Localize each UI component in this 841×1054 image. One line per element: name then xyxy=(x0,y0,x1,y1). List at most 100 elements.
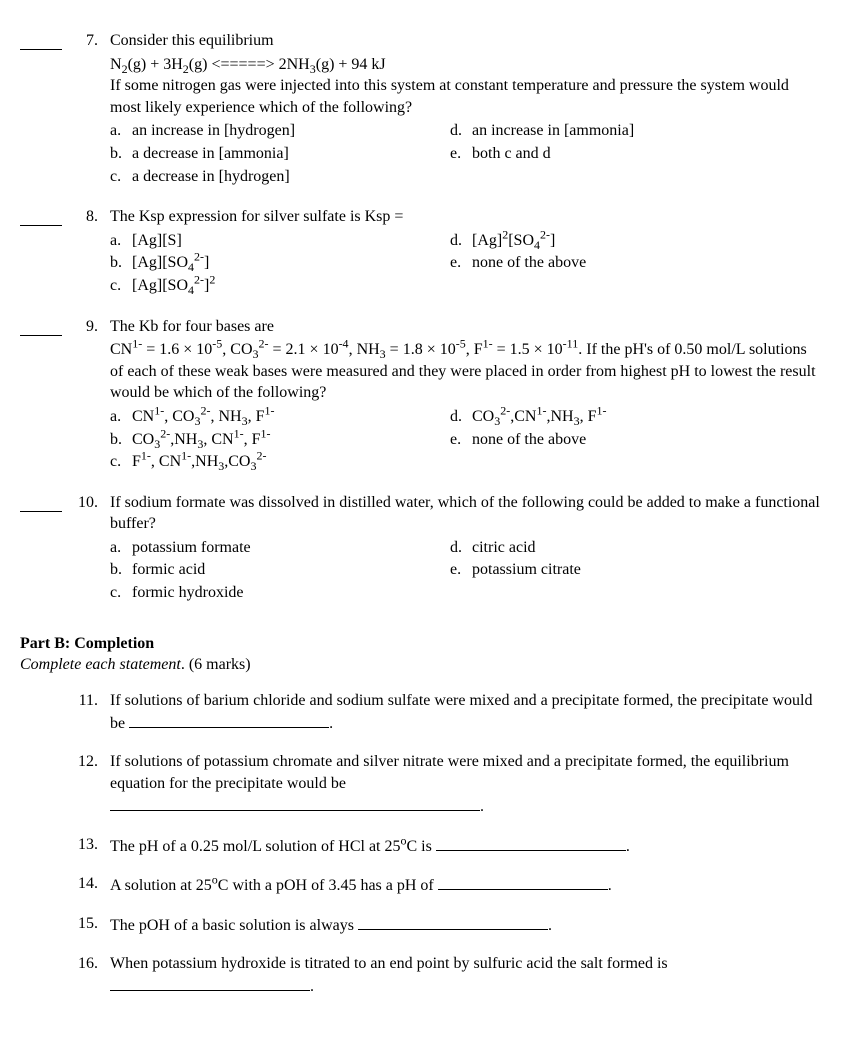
choice-text: [Ag][S] xyxy=(132,230,182,252)
choice[interactable]: e.potassium citrate xyxy=(450,559,821,581)
part-b-questions: 11. If solutions of barium chloride and s… xyxy=(20,690,821,998)
choice-text: an increase in [hydrogen] xyxy=(132,120,295,142)
choices-container: a.potassium formateb.formic acidc.formic… xyxy=(110,537,821,605)
choice[interactable]: a.an increase in [hydrogen] xyxy=(110,120,450,142)
choice[interactable]: d.citric acid xyxy=(450,537,821,559)
question-body: Consider this equilibriumN2(g) + 3H2(g) … xyxy=(110,30,821,188)
question-number: 12. xyxy=(70,751,98,818)
part-b-header: Part B: Completion Complete each stateme… xyxy=(20,633,821,676)
part-b-title: Part B: Completion xyxy=(20,635,154,652)
completion-question: 12. If solutions of potassium chromate an… xyxy=(20,751,821,818)
choice-label: b. xyxy=(110,143,132,165)
fill-blank[interactable] xyxy=(358,913,548,930)
question-number: 11. xyxy=(70,690,98,735)
answer-blank[interactable] xyxy=(20,209,62,226)
choice[interactable]: b.[Ag][SO42-] xyxy=(110,252,450,274)
choice[interactable]: c.[Ag][SO42-]2 xyxy=(110,275,450,297)
fill-blank[interactable] xyxy=(129,711,329,728)
choice-label: c. xyxy=(110,166,132,188)
choice-text: [Ag][SO42-]2 xyxy=(132,275,215,297)
question-body: The pH of a 0.25 mol/L solution of HCl a… xyxy=(110,834,821,858)
choices-left: a.CN1-, CO32-, NH3, F1-b.CO32-,NH3, CN1-… xyxy=(110,406,450,474)
choice-label: b. xyxy=(110,252,132,274)
question-stem: The Ksp expression for silver sulfate is… xyxy=(110,206,821,228)
fill-blank[interactable] xyxy=(438,873,608,890)
choice-text: none of the above xyxy=(472,429,586,451)
choice[interactable]: e.both c and d xyxy=(450,143,821,165)
choice-label: a. xyxy=(110,230,132,252)
answer-blank[interactable] xyxy=(20,33,62,50)
choice[interactable]: a.CN1-, CO32-, NH3, F1- xyxy=(110,406,450,428)
question-stem: Consider this equilibrium xyxy=(110,30,821,52)
choice[interactable]: d.CO32-,CN1-,NH3, F1- xyxy=(450,406,821,428)
choice-label: c. xyxy=(110,275,132,297)
question-number: 9. xyxy=(70,316,98,474)
answer-blank[interactable] xyxy=(20,319,62,336)
question-number: 15. xyxy=(70,913,98,937)
mc-question: 7.Consider this equilibriumN2(g) + 3H2(g… xyxy=(20,30,821,188)
question-body: The pOH of a basic solution is always . xyxy=(110,913,821,937)
choice-text: potassium citrate xyxy=(472,559,581,581)
choice[interactable]: d.[Ag]2[SO42-] xyxy=(450,230,821,252)
question-body: If solutions of potassium chromate and s… xyxy=(110,751,821,818)
choices-right: d.CO32-,CN1-,NH3, F1-e.none of the above xyxy=(450,406,821,474)
fill-blank[interactable] xyxy=(110,974,310,991)
question-stem: If sodium formate was dissolved in disti… xyxy=(110,492,821,535)
choices-right: d.[Ag]2[SO42-]e.none of the above xyxy=(450,230,821,298)
choice-text: a decrease in [ammonia] xyxy=(132,143,289,165)
choice[interactable]: b.formic acid xyxy=(110,559,450,581)
question-body: If solutions of barium chloride and sodi… xyxy=(110,690,821,735)
choice[interactable]: a.potassium formate xyxy=(110,537,450,559)
choice[interactable]: c.a decrease in [hydrogen] xyxy=(110,166,450,188)
fill-blank[interactable] xyxy=(436,834,626,851)
part-b-marks: . (6 marks) xyxy=(181,656,251,673)
fill-blank[interactable] xyxy=(110,794,480,811)
choice-label: d. xyxy=(450,537,472,559)
choice-label: d. xyxy=(450,406,472,428)
choice-text: formic acid xyxy=(132,559,205,581)
choice-text: citric acid xyxy=(472,537,536,559)
choice-text: a decrease in [hydrogen] xyxy=(132,166,290,188)
choice[interactable]: d.an increase in [ammonia] xyxy=(450,120,821,142)
choice[interactable]: c.formic hydroxide xyxy=(110,582,450,604)
choices-left: a.potassium formateb.formic acidc.formic… xyxy=(110,537,450,605)
choice-text: CN1-, CO32-, NH3, F1- xyxy=(132,406,274,428)
choice-label: e. xyxy=(450,559,472,581)
mc-question: 8. The Ksp expression for silver sulfate … xyxy=(20,206,821,297)
question-post: If some nitrogen gas were injected into … xyxy=(110,75,821,118)
choice-text: F1-, CN1-,NH3,CO32- xyxy=(132,451,266,473)
question-body: The Kb for four bases areCN1- = 1.6 × 10… xyxy=(110,316,821,474)
question-extra: N2(g) + 3H2(g) <=====> 2NH3(g) + 94 kJ xyxy=(110,54,821,76)
choice-label: d. xyxy=(450,120,472,142)
choice-text: formic hydroxide xyxy=(132,582,244,604)
question-extra: CN1- = 1.6 × 10-5, CO32- = 2.1 × 10-4, N… xyxy=(110,339,821,404)
choice[interactable]: b.CO32-,NH3, CN1-, F1- xyxy=(110,429,450,451)
choice-text: potassium formate xyxy=(132,537,251,559)
choice[interactable]: a.[Ag][S] xyxy=(110,230,450,252)
choices-right: d.an increase in [ammonia]e.both c and d xyxy=(450,120,821,188)
question-number: 8. xyxy=(70,206,98,297)
part-a-questions: 7.Consider this equilibriumN2(g) + 3H2(g… xyxy=(20,30,821,605)
choice[interactable]: e.none of the above xyxy=(450,429,821,451)
choice-label: e. xyxy=(450,429,472,451)
choice-text: [Ag][SO42-] xyxy=(132,252,209,274)
choices-left: a.an increase in [hydrogen]b.a decrease … xyxy=(110,120,450,188)
choice-text: CO32-,CN1-,NH3, F1- xyxy=(472,406,606,428)
choice-label: b. xyxy=(110,429,132,451)
choice[interactable]: e.none of the above xyxy=(450,252,821,274)
choices-right: d.citric acide.potassium citrate xyxy=(450,537,821,605)
choice-text: none of the above xyxy=(472,252,586,274)
choice-label: e. xyxy=(450,143,472,165)
part-b-instruction: Complete each statement xyxy=(20,656,181,673)
question-number: 16. xyxy=(70,953,98,998)
choice[interactable]: c.F1-, CN1-,NH3,CO32- xyxy=(110,451,450,473)
choice-text: both c and d xyxy=(472,143,551,165)
choice-text: [Ag]2[SO42-] xyxy=(472,230,555,252)
question-body: If sodium formate was dissolved in disti… xyxy=(110,492,821,605)
choice[interactable]: b.a decrease in [ammonia] xyxy=(110,143,450,165)
question-number: 10. xyxy=(70,492,98,605)
answer-blank[interactable] xyxy=(20,495,62,512)
mc-question: 9.The Kb for four bases areCN1- = 1.6 × … xyxy=(20,316,821,474)
choices-container: a.CN1-, CO32-, NH3, F1-b.CO32-,NH3, CN1-… xyxy=(110,406,821,474)
choice-label: b. xyxy=(110,559,132,581)
